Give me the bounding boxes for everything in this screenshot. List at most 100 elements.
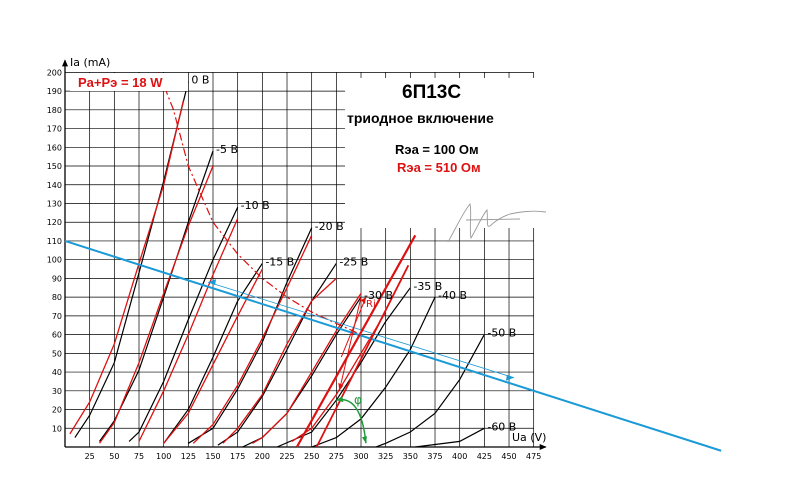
x-tick-label: 450 [501,452,516,461]
curve-labels: 0 В -5 В -10 В -15 В -20 В -25 В -30 В -35 В-40… [191,74,516,434]
y-tick-label: 200 [47,68,62,77]
phi-arrow-head [336,396,344,403]
x-tick-label: 275 [329,452,344,461]
curve-510-ohm [69,100,185,435]
ri-label: Ri [366,299,376,310]
curve-510-ohm [163,268,263,444]
phi-label: φ [354,393,362,407]
y-tick-label: 170 [47,125,62,134]
curve-100-ohm [99,150,214,442]
y-tick-label: 140 [47,181,62,190]
power-limit-curve [158,72,362,336]
power-label-box [70,73,188,91]
y-tick-label: 20 [52,406,62,415]
grid-voltage-label: -40 В [438,289,467,302]
ri-arrow-2 [340,296,367,358]
grid-voltage-label: -10 В [241,199,270,212]
ri-tangent-line-2 [315,264,410,448]
ri-arrow-head [338,382,344,391]
x-tick-label: 250 [304,452,319,461]
x-tick-label: 325 [378,452,393,461]
y-tick-label: 190 [47,87,62,96]
y-tick-label: 110 [47,237,62,246]
y-tick-label: 10 [52,424,62,433]
y-tick-label: 130 [47,199,62,208]
annotation-marks [295,234,417,448]
y-tick-label: 40 [52,368,62,377]
y-tick-label: 120 [47,218,62,227]
y-tick-label: 100 [47,256,62,265]
phi-arrow-head-2 [361,436,367,444]
x-axis-arrow [539,444,547,450]
legend-510-ohm: Rэа = 510 Ом [397,160,481,175]
x-tick-label: 350 [403,452,418,461]
curve-510-ohm [138,218,239,442]
signature-scribble [447,202,547,243]
y-axis-title: Ia (mA) [70,56,110,69]
curve-100-ohm [375,334,485,448]
load-line-arrow [207,281,515,379]
curve-100-ohm [163,263,263,444]
ri-arrow [338,297,362,391]
tick-labels: 25 50 75 100 125 150 175 200 225 250 275 300 325 350 3… [47,68,542,461]
x-tick-label: 150 [205,452,220,461]
y-tick-label: 90 [52,274,62,283]
load-line [64,239,722,452]
grid-voltage-label: -35 В [413,280,442,293]
chart-title: 6П13С [402,82,461,103]
x-tick-label: 25 [85,452,95,461]
curve-100-ohm [276,287,411,448]
curve-100-ohm [415,427,485,448]
x-tick-label: 75 [134,452,144,461]
x-tick-label: 475 [526,452,541,461]
x-tick-label: 100 [156,452,171,461]
y-tick-label: 50 [52,349,62,358]
grid-voltage-label: -60 В [487,420,516,433]
axes [62,59,547,450]
power-limit-line [158,72,362,336]
y-tick-label: 60 [52,331,62,340]
curve-100-ohm [187,227,313,444]
x-tick-label: 50 [109,452,119,461]
x-tick-label: 125 [181,452,196,461]
y-tick-label: 180 [47,106,62,115]
grid-voltage-label: -15 В [265,255,294,268]
curve-100-ohm [128,206,239,442]
x-tick-label: 200 [255,452,270,461]
y-axis-arrow [62,59,68,67]
x-tick-label: 225 [279,452,294,461]
x-axis-title: Ua (V) [512,431,546,444]
curves-100-ohm [74,81,485,448]
power-limit-label: Pa+Pэ = 18 W [78,75,163,90]
y-tick-label: 80 [52,293,62,302]
x-tick-label: 400 [452,452,467,461]
title-box [345,78,542,228]
arrow-head-right [505,374,514,381]
x-tick-label: 175 [230,452,245,461]
grid-voltage-label: -20 В [315,220,344,233]
curve-510-ohm [98,165,214,444]
ri-tangent-line [295,234,417,448]
grid-voltage-label: 0 В [191,74,209,87]
ri-arrow-head-2 [360,297,366,305]
grid-voltage-label: -25 В [339,255,368,268]
load-line-main [64,239,722,452]
curve-100-ohm [217,263,337,446]
curve-100-ohm [311,296,436,448]
y-tick-label: 160 [47,143,62,152]
y-tick-label: 150 [47,162,62,171]
grid-voltage-label: -50 В [487,327,516,340]
curve-510-ohm [222,277,337,444]
arrow-head-left [208,279,217,286]
grid-voltage-label: -30 В [364,289,393,302]
x-tick-label: 375 [427,452,442,461]
chart-subtitle: триодное включение [347,110,494,126]
grid-voltage-label: -5 В [216,143,238,156]
curve-510-ohm [192,235,313,444]
x-tick-label: 300 [353,452,368,461]
y-tick-label: 70 [52,312,62,321]
y-tick-label: 30 [52,387,62,396]
legend-100-ohm: Rэа = 100 Ом [395,142,479,157]
x-tick-label: 425 [477,452,492,461]
